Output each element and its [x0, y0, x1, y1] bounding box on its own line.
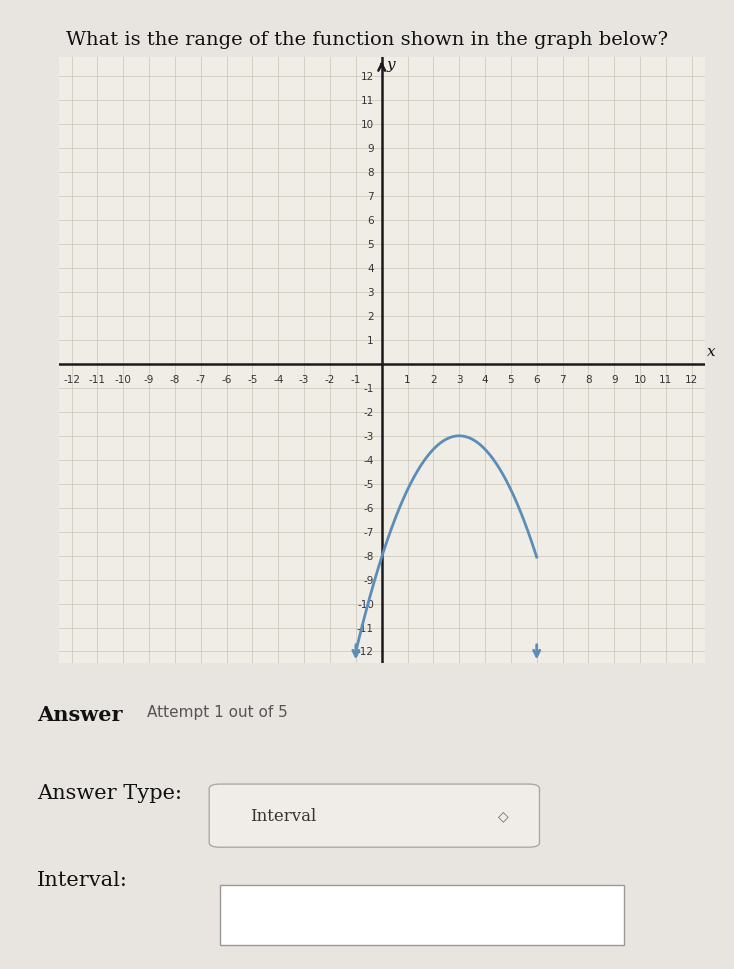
FancyBboxPatch shape — [209, 784, 539, 847]
Text: -2: -2 — [325, 374, 335, 384]
Text: -10: -10 — [115, 374, 131, 384]
Text: 3: 3 — [367, 288, 374, 297]
Text: y: y — [387, 58, 396, 72]
Text: -6: -6 — [222, 374, 232, 384]
Text: 3: 3 — [456, 374, 462, 384]
Text: 5: 5 — [367, 240, 374, 250]
Text: -1: -1 — [363, 384, 374, 393]
Text: -5: -5 — [247, 374, 258, 384]
Text: -3: -3 — [363, 431, 374, 441]
Text: 4: 4 — [482, 374, 488, 384]
Text: -11: -11 — [357, 623, 374, 633]
Text: Attempt 1 out of 5: Attempt 1 out of 5 — [147, 704, 288, 720]
Text: 5: 5 — [507, 374, 515, 384]
Text: 6: 6 — [534, 374, 540, 384]
Text: 2: 2 — [430, 374, 437, 384]
Text: 9: 9 — [611, 374, 617, 384]
Text: -12: -12 — [357, 646, 374, 657]
Text: -9: -9 — [363, 575, 374, 585]
Text: 11: 11 — [659, 374, 672, 384]
Text: 10: 10 — [361, 120, 374, 130]
Text: 4: 4 — [367, 264, 374, 274]
Text: -8: -8 — [170, 374, 180, 384]
Text: 8: 8 — [585, 374, 592, 384]
Text: Interval: Interval — [250, 807, 316, 825]
Text: -3: -3 — [299, 374, 309, 384]
Text: Interval:: Interval: — [37, 870, 128, 889]
Text: 9: 9 — [367, 144, 374, 154]
Text: 11: 11 — [360, 96, 374, 107]
Text: -12: -12 — [63, 374, 80, 384]
Text: Answer Type:: Answer Type: — [37, 783, 182, 801]
Text: -6: -6 — [363, 503, 374, 514]
Text: What is the range of the function shown in the graph below?: What is the range of the function shown … — [66, 31, 668, 49]
Text: -9: -9 — [144, 374, 154, 384]
Text: 2: 2 — [367, 312, 374, 322]
Text: -10: -10 — [357, 599, 374, 609]
Text: x: x — [708, 345, 716, 359]
Text: -2: -2 — [363, 407, 374, 418]
Text: -7: -7 — [363, 527, 374, 537]
Text: 6: 6 — [367, 216, 374, 226]
Text: -7: -7 — [196, 374, 206, 384]
Text: 8: 8 — [367, 168, 374, 178]
Text: 1: 1 — [404, 374, 411, 384]
Text: 7: 7 — [559, 374, 566, 384]
Text: 12: 12 — [360, 73, 374, 82]
Text: -1: -1 — [351, 374, 361, 384]
Text: Answer: Answer — [37, 704, 122, 725]
Text: -8: -8 — [363, 551, 374, 561]
Text: ◇: ◇ — [498, 809, 508, 823]
Text: 7: 7 — [367, 192, 374, 202]
Text: -11: -11 — [89, 374, 106, 384]
Text: 10: 10 — [633, 374, 647, 384]
Text: -4: -4 — [363, 455, 374, 465]
Text: 12: 12 — [685, 374, 698, 384]
Text: 1: 1 — [367, 335, 374, 346]
Text: -5: -5 — [363, 480, 374, 489]
Text: -4: -4 — [273, 374, 283, 384]
